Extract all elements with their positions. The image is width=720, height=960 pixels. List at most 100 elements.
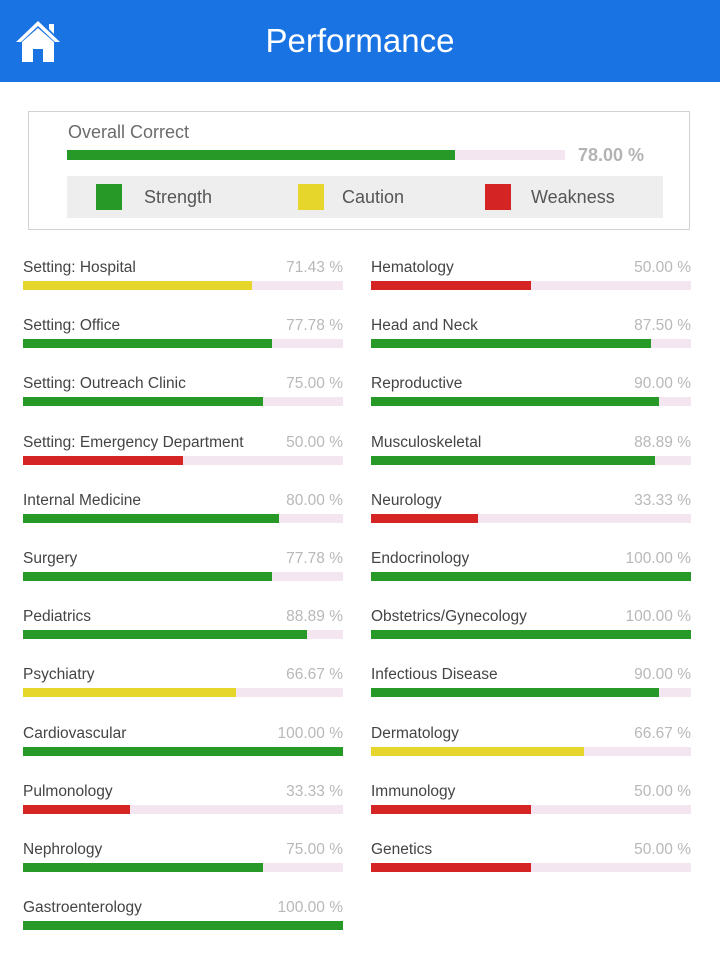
category-progress-track (371, 746, 691, 756)
category-name: Cardiovascular (23, 724, 127, 742)
category-row: Internal Medicine 80.00 % (23, 492, 343, 542)
category-name: Gastroenterology (23, 899, 142, 917)
category-row: Nephrology 75.00 % (23, 841, 343, 891)
category-name: Pediatrics (23, 608, 92, 626)
category-percent: 33.33 % (286, 782, 343, 800)
category-name: Hematology (371, 259, 454, 276)
category-progress-fill (371, 804, 531, 814)
category-percent: 50.00 % (634, 841, 691, 858)
category-percent: 50.00 % (634, 259, 691, 276)
category-progress-fill (23, 804, 130, 814)
category-progress-track (371, 397, 691, 407)
category-percent: 33.33 % (634, 491, 691, 509)
category-row: Obstetrics/Gynecology 100.00 % (371, 608, 691, 658)
legend-label-caution: Caution (342, 187, 405, 207)
category-progress-track (371, 281, 691, 290)
category-row: Pulmonology 33.33 % (23, 783, 343, 833)
category-row: Hematology 50.00 % (371, 259, 691, 309)
category-row: Reproductive 90.00 % (371, 375, 691, 425)
overall-percent: 78.00 % (578, 145, 645, 165)
category-progress-fill (23, 339, 272, 349)
category-progress-track (23, 455, 343, 465)
category-progress-fill (371, 863, 531, 872)
category-row: Pediatrics 88.89 % (23, 608, 343, 658)
category-row: Cardiovascular 100.00 % (23, 725, 343, 775)
category-progress-track (23, 572, 343, 581)
category-row: Neurology 33.33 % (371, 492, 691, 542)
category-name: Neurology (371, 491, 442, 509)
category-percent: 100.00 % (625, 550, 692, 567)
category-row: Dermatology 66.67 % (371, 725, 691, 775)
category-name: Nephrology (23, 841, 103, 858)
category-progress-fill (371, 630, 691, 640)
category-percent: 100.00 % (625, 608, 692, 626)
category-progress-track (371, 630, 691, 640)
category-progress-fill (371, 746, 585, 756)
overall-progress-fill (67, 150, 456, 160)
home-button[interactable] (14, 18, 62, 64)
category-progress-fill (371, 455, 656, 465)
legend-swatch-weakness (485, 184, 511, 210)
category-progress-fill (371, 397, 659, 407)
category-name: Reproductive (371, 375, 463, 393)
category-progress-track (23, 281, 343, 290)
category-progress-fill (371, 688, 659, 698)
category-progress-fill (371, 572, 691, 581)
legend-swatch-caution (298, 184, 324, 210)
category-progress-track (371, 688, 691, 698)
category-progress-fill (371, 513, 478, 523)
category-progress-track (371, 339, 691, 349)
category-progress-fill (23, 863, 263, 872)
category-progress-track (23, 804, 343, 814)
category-progress-fill (23, 630, 308, 640)
category-percent: 50.00 % (286, 433, 343, 451)
category-progress-fill (23, 572, 272, 581)
category-percent: 77.78 % (286, 317, 343, 335)
category-progress-track (371, 804, 691, 814)
overall-progress-track (67, 150, 565, 160)
category-percent: 88.89 % (286, 608, 343, 626)
category-progress-fill (23, 455, 183, 465)
category-progress-track (23, 339, 343, 349)
category-progress-track (371, 455, 691, 465)
category-percent: 75.00 % (286, 841, 343, 858)
overall-label: Overall Correct (68, 122, 190, 142)
category-name: Pulmonology (23, 782, 113, 800)
category-percent: 100.00 % (277, 899, 344, 917)
category-row: Psychiatry 66.67 % (23, 666, 343, 716)
legend-label-strength: Strength (144, 187, 213, 207)
category-progress-track (23, 513, 343, 523)
category-name: Immunology (371, 782, 456, 800)
category-progress-track (371, 572, 691, 581)
legend-swatch-strength (96, 184, 122, 210)
category-name: Setting: Office (23, 317, 121, 335)
category-name: Endocrinology (371, 550, 470, 567)
category-progress-fill (371, 281, 531, 290)
category-row: Head and Neck 87.50 % (371, 317, 691, 367)
category-name: Dermatology (371, 724, 459, 742)
category-percent: 66.67 % (634, 724, 691, 742)
category-percent: 50.00 % (634, 782, 691, 800)
category-percent: 90.00 % (634, 666, 691, 684)
category-row: Musculoskeletal 88.89 % (371, 434, 691, 484)
page-title: Performance (265, 22, 455, 59)
category-percent: 66.67 % (286, 666, 343, 684)
category-name: Setting: Outreach Clinic (23, 375, 186, 393)
home-icon (16, 21, 60, 62)
legend: Strength Caution Weakness (67, 176, 663, 218)
category-percent: 71.43 % (286, 259, 343, 276)
category-percent: 77.78 % (286, 550, 343, 567)
category-progress-fill (23, 688, 237, 698)
category-row: Setting: Outreach Clinic 75.00 % (23, 375, 343, 425)
category-row: Surgery 77.78 % (23, 550, 343, 600)
category-name: Head and Neck (371, 317, 478, 335)
category-progress-track (23, 746, 343, 756)
category-percent: 100.00 % (277, 724, 344, 742)
category-percent: 87.50 % (634, 317, 691, 335)
category-name: Psychiatry (23, 666, 95, 684)
category-name: Obstetrics/Gynecology (371, 608, 527, 626)
category-name: Setting: Emergency Department (23, 433, 244, 451)
category-name: Surgery (23, 550, 78, 567)
category-percent: 90.00 % (634, 375, 691, 393)
category-row: Setting: Hospital 71.43 % (23, 259, 343, 309)
